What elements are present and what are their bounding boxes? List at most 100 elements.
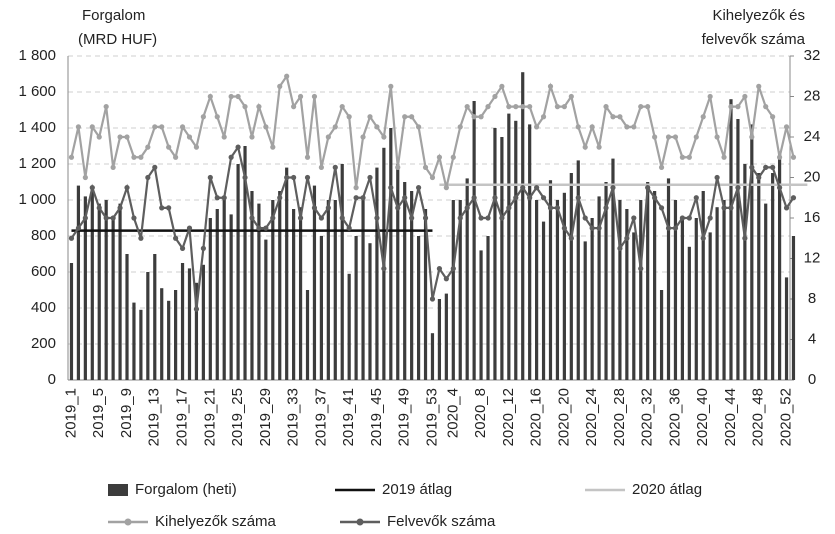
line-marker xyxy=(679,154,685,160)
line-marker xyxy=(221,195,227,201)
line-marker xyxy=(492,93,498,100)
line-marker xyxy=(311,93,318,100)
bar xyxy=(708,232,712,380)
bar xyxy=(201,264,205,380)
line-marker xyxy=(547,83,554,89)
line-marker xyxy=(242,174,248,181)
y-tick-label: 200 xyxy=(31,335,56,352)
y-tick-label: 1 200 xyxy=(18,155,56,172)
line-marker xyxy=(353,195,359,201)
line-marker xyxy=(332,124,338,130)
line-marker xyxy=(256,225,262,231)
bar xyxy=(410,191,414,380)
line-marker xyxy=(388,185,394,191)
line-marker xyxy=(735,185,741,191)
line-marker xyxy=(103,215,109,221)
line-marker xyxy=(145,174,151,181)
line-marker xyxy=(575,195,581,201)
bar xyxy=(493,128,497,380)
bar xyxy=(361,200,365,380)
bar xyxy=(555,200,560,380)
y2-axis-title: felvevők száma xyxy=(702,31,806,48)
line-marker xyxy=(353,185,359,191)
line-marker xyxy=(624,124,630,130)
line-marker xyxy=(103,104,109,110)
x-tick-label: 2019_21 xyxy=(201,388,218,446)
line-marker xyxy=(638,104,644,110)
bar xyxy=(153,254,157,380)
line-marker xyxy=(214,114,220,120)
line-marker xyxy=(770,114,776,120)
line-marker xyxy=(790,195,797,201)
line-marker xyxy=(186,225,193,231)
bar xyxy=(701,191,705,380)
line-marker xyxy=(395,164,401,170)
line-marker xyxy=(645,185,651,191)
bar xyxy=(625,209,629,380)
legend-marker xyxy=(356,518,364,526)
bar xyxy=(305,290,310,380)
line xyxy=(70,73,795,188)
x-tick-label: 2020_12 xyxy=(500,388,517,446)
legend-swatch xyxy=(108,484,128,496)
line-marker xyxy=(457,124,463,130)
y2-tick-label: 8 xyxy=(808,290,816,307)
line-marker xyxy=(714,134,720,140)
bar xyxy=(118,203,122,380)
bar xyxy=(69,263,74,380)
bar xyxy=(347,273,351,380)
bar xyxy=(285,167,289,380)
line-marker xyxy=(589,124,595,130)
line-marker xyxy=(464,205,470,211)
bar xyxy=(597,196,601,380)
line-marker xyxy=(304,174,311,181)
y-axis-title: Forgalom xyxy=(82,7,145,24)
line-marker xyxy=(75,225,82,231)
line-marker xyxy=(179,245,186,251)
bar xyxy=(604,182,608,380)
x-tick-label: 2020_24 xyxy=(583,388,600,446)
line-marker xyxy=(193,144,200,150)
line-marker xyxy=(672,134,679,140)
bar xyxy=(771,173,775,380)
line-marker xyxy=(166,144,172,150)
line-marker xyxy=(749,164,755,170)
line-marker xyxy=(186,134,193,140)
line-marker xyxy=(624,235,630,241)
bar xyxy=(187,268,192,380)
line-marker xyxy=(450,266,456,272)
line-marker xyxy=(693,195,699,201)
line-marker xyxy=(402,195,408,201)
line-marker xyxy=(415,185,422,191)
line-marker xyxy=(249,215,255,221)
line-marker xyxy=(790,154,797,160)
line-marker xyxy=(645,104,651,110)
x-tick-label: 2019_45 xyxy=(368,388,385,446)
bar xyxy=(680,218,684,380)
line-marker xyxy=(561,225,567,231)
x-tick-label: 2019_29 xyxy=(257,388,274,446)
line-marker xyxy=(554,205,561,211)
line-marker xyxy=(242,104,248,110)
bar xyxy=(97,203,101,380)
bar xyxy=(784,277,789,380)
bar xyxy=(312,185,317,380)
bar xyxy=(208,218,212,380)
line-marker xyxy=(284,174,290,181)
line-marker xyxy=(506,104,512,110)
line xyxy=(70,144,795,310)
bar xyxy=(222,200,226,380)
line-marker xyxy=(82,215,88,221)
line-marker xyxy=(596,225,602,231)
line-marker xyxy=(492,195,498,201)
line-marker xyxy=(304,154,311,160)
y2-axis-title: Kihelyezők és xyxy=(712,7,805,24)
line-marker xyxy=(367,114,373,120)
bar xyxy=(403,182,407,380)
line-marker xyxy=(228,154,234,160)
line-marker xyxy=(179,124,186,130)
x-tick-label: 2020_4 xyxy=(444,388,461,438)
x-tick-label: 2019_13 xyxy=(146,388,163,446)
line-marker xyxy=(478,114,484,120)
legend-label: 2019 átlag xyxy=(382,481,452,498)
